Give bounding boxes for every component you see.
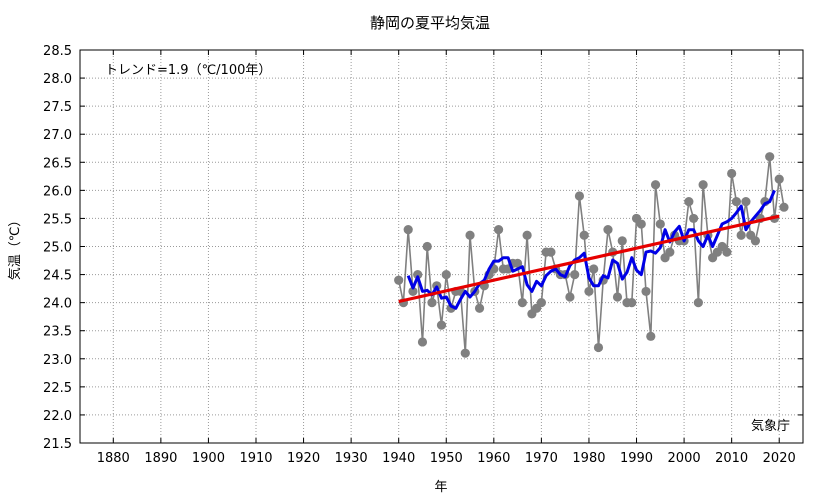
annual-temperature-point	[536, 298, 546, 308]
annual-temperature-point	[565, 292, 575, 302]
annual-temperature-point	[422, 241, 432, 252]
annual-temperature-point	[612, 292, 623, 302]
annual-temperature-point	[589, 264, 599, 274]
annual-temperature-point	[688, 213, 699, 224]
annual-temperature-point	[460, 348, 470, 358]
annual-temperature-point	[465, 230, 475, 240]
annual-temperature-point	[736, 230, 746, 240]
annual-temperature-point	[579, 230, 589, 240]
annual-temperature-point	[731, 196, 742, 207]
x-tick-label: 1940	[382, 451, 415, 466]
trend-line	[398, 214, 780, 304]
annual-temperature-point	[417, 337, 428, 347]
x-axis-label: 年	[434, 480, 447, 495]
x-axis: 1880 1890 1900 1910 1920 1930 1940 1950 1960 1970…	[97, 50, 796, 466]
source-label: 気象庁	[751, 418, 790, 434]
x-tick-label: 1950	[430, 451, 463, 466]
annual-temperature-point	[408, 286, 418, 297]
annual-temperature-point	[603, 225, 613, 235]
chart-title: 静岡の夏平均気温	[370, 14, 490, 32]
x-tick-label: 1930	[335, 451, 368, 466]
annual-temperature-point	[636, 219, 646, 229]
annual-temperature-point	[441, 269, 451, 280]
annual-temperature-point	[413, 269, 423, 280]
y-tick-label: 24.0	[43, 297, 72, 312]
x-tick-label: 1960	[477, 451, 510, 466]
annual-temperature-point	[436, 320, 447, 330]
annual-temperature-point	[403, 225, 413, 235]
annual-temperature-point	[584, 286, 594, 297]
annual-temperature-point	[722, 247, 732, 257]
y-tick-label: 21.5	[43, 437, 72, 452]
x-tick-label: 2020	[763, 451, 796, 466]
y-tick-label: 28.5	[43, 44, 72, 59]
annual-temperature-point	[655, 219, 665, 229]
annual-temperature-point	[727, 168, 737, 179]
annual-temperature-point	[570, 269, 580, 280]
annual-temperature-point	[617, 236, 627, 246]
y-tick-label: 25.0	[43, 241, 72, 256]
y-tick-label: 26.5	[43, 156, 72, 171]
x-tick-label: 1990	[620, 451, 653, 466]
x-tick-label: 1890	[144, 451, 177, 466]
y-tick-label: 28.0	[43, 72, 72, 87]
y-tick-label: 25.5	[43, 212, 72, 227]
x-tick-label: 1900	[192, 451, 225, 466]
annual-temperature-point	[394, 275, 404, 285]
annual-temperature-point	[684, 196, 694, 207]
x-tick-label: 2000	[668, 451, 701, 466]
y-tick-label: 27.5	[43, 100, 72, 115]
annual-temperature-point	[646, 331, 656, 341]
y-tick-label: 26.0	[43, 184, 72, 199]
annual-temperature-point	[493, 225, 504, 235]
annual-temperature-point	[427, 298, 437, 308]
annual-temperature-point	[650, 180, 661, 190]
series-layer	[394, 152, 789, 358]
x-tick-label: 2010	[715, 451, 748, 466]
annual-temperature-point	[741, 196, 751, 207]
y-tick-label: 23.0	[43, 353, 72, 368]
y-tick-label: 22.5	[43, 381, 72, 396]
x-tick-label: 1880	[97, 451, 130, 466]
annual-temperature-point	[774, 174, 784, 184]
annual-temperature-point	[513, 258, 523, 268]
annual-temperature-point	[546, 247, 556, 257]
annual-temperature-point	[522, 230, 532, 240]
annual-temperature-point	[765, 152, 775, 162]
y-tick-label: 23.5	[43, 325, 72, 340]
trend-annotation: トレンド=1.9（℃/100年）	[105, 63, 271, 78]
y-tick-label: 27.0	[43, 128, 72, 143]
moving-average-line	[406, 189, 776, 310]
annual-temperature-point	[627, 298, 637, 308]
annual-temperature-point	[693, 298, 703, 308]
annual-temperature-point	[665, 247, 675, 257]
y-tick-label: 24.5	[43, 269, 72, 284]
x-tick-label: 1980	[572, 451, 605, 466]
x-tick-label: 1920	[287, 451, 320, 466]
annual-temperature-point	[517, 298, 527, 308]
grid	[80, 49, 803, 444]
annual-temperature-point	[698, 180, 708, 190]
annual-temperature-point	[641, 286, 651, 297]
annual-temperature-point	[779, 202, 789, 212]
annual-temperature-point	[750, 236, 761, 246]
x-tick-label: 1970	[525, 451, 558, 466]
annual-temperature-point	[474, 303, 485, 313]
x-tick-label: 1910	[239, 451, 272, 466]
y-axis-label: 気温（℃）	[7, 214, 23, 281]
y-axis: 21.5 22.0 22.5 23.0 23.5 24.0 24.5 25.0 25.5 26.0…	[43, 44, 803, 452]
annual-temperature-point	[574, 191, 585, 201]
y-tick-label: 22.0	[43, 409, 72, 424]
annual-temperature-point	[593, 342, 604, 353]
